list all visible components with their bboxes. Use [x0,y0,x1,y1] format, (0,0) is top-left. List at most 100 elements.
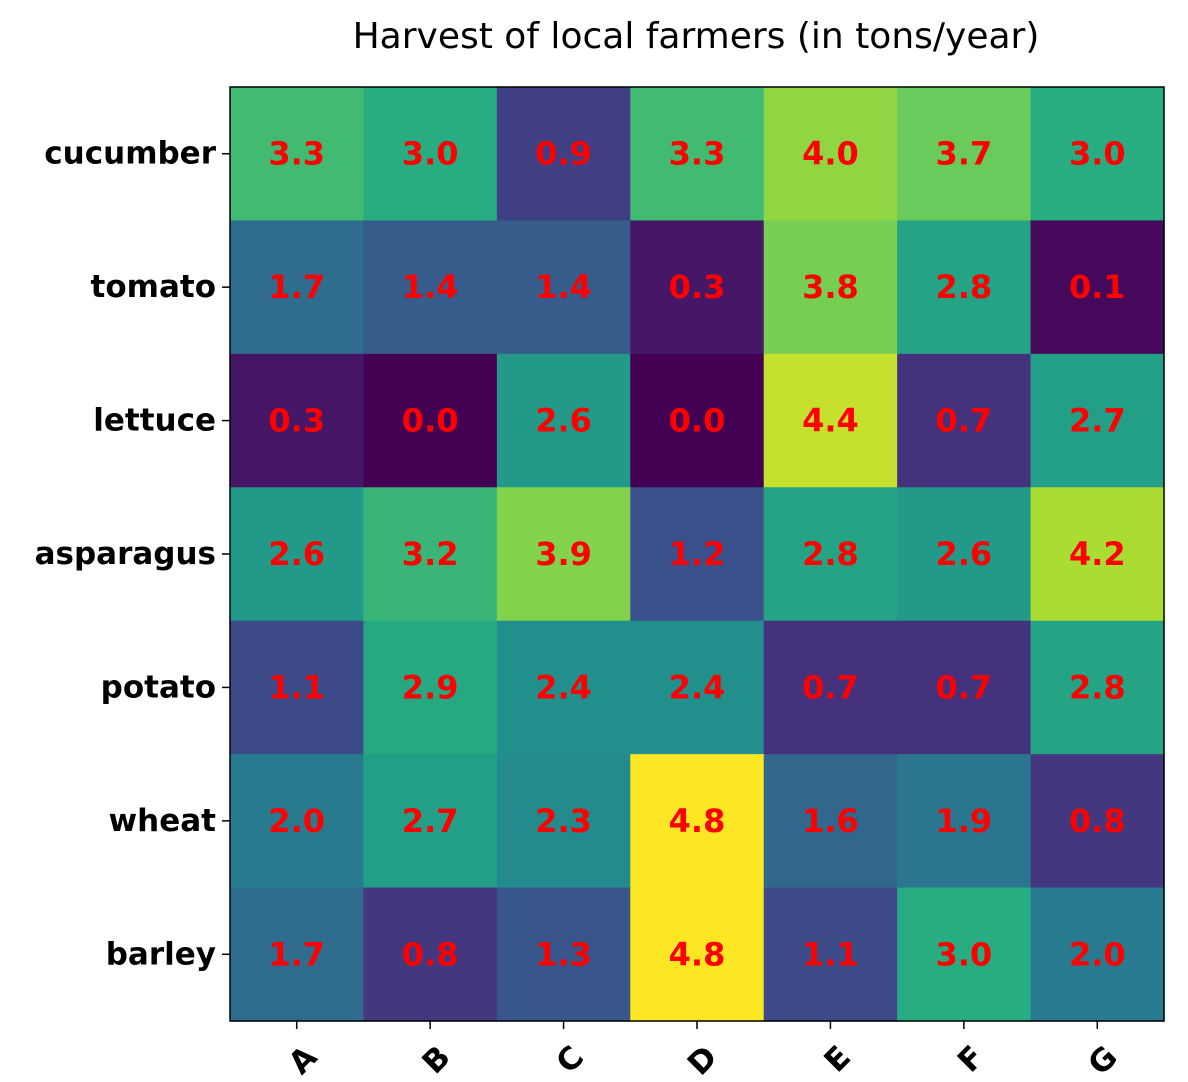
heatmap-cell [897,87,1032,222]
heatmap-cell [630,353,765,488]
cell-value-label: 0.3 [669,268,726,306]
cell-value-label: 4.2 [1069,535,1126,573]
cell-value-label: 2.3 [535,802,592,840]
heatmap-cell [496,620,631,755]
heatmap-cell [763,620,898,755]
cell-value-label: 2.0 [1069,935,1126,973]
heatmap-cell [496,353,631,488]
y-tick-label: wheat [109,803,217,839]
cell-value-label: 3.0 [1069,135,1126,173]
cell-value-label: 1.9 [936,802,993,840]
cell-value-label: 1.1 [802,935,859,973]
heatmap-cell [630,887,765,1022]
heatmap-cell [1030,887,1165,1022]
y-tick-label: lettuce [93,403,216,439]
heatmap-cell [363,887,498,1022]
cell-value-label: 3.2 [402,535,459,573]
heatmap-cell [230,220,365,355]
heatmap-cell [230,353,365,488]
cell-value-label: 1.6 [802,802,859,840]
heatmap-cell [630,87,765,222]
cell-value-label: 0.8 [1069,802,1126,840]
cell-value-label: 3.8 [802,268,859,306]
cell-value-label: 1.7 [268,935,325,973]
heatmap-cell [363,620,498,755]
cell-value-label: 2.9 [402,668,459,706]
y-tick-label: potato [101,669,216,705]
heatmap-cell [230,620,365,755]
cell-value-label: 3.0 [936,935,993,973]
cell-value-label: 1.3 [535,935,592,973]
cell-value-labels: 3.3 3.0 0.9 3.3 4.0 3.7 3.0 1.7 1.4 1.4 0.3 3.8 2.8 0… [268,135,1125,974]
heatmap-cell [897,220,1032,355]
cell-value-label: 0.8 [402,935,459,973]
cell-value-label: 2.4 [669,668,726,706]
x-tick-label: A [282,1039,324,1078]
x-tick-label: F [951,1039,991,1078]
heatmap-cell [763,220,898,355]
cell-value-label: 2.8 [936,268,993,306]
y-tick-label: barley [106,936,216,972]
heatmap-cell [363,754,498,889]
cell-value-label: 4.4 [802,402,859,440]
cell-value-label: 1.7 [268,268,325,306]
cell-value-label: 0.1 [1069,268,1126,306]
cell-value-label: 2.4 [535,668,592,706]
heatmap-cell [496,487,631,622]
cell-value-label: 2.8 [1069,668,1126,706]
heatmap-cell [230,887,365,1022]
heatmap-cell [763,754,898,889]
x-tick-label: G [1081,1039,1124,1078]
cell-value-label: 3.9 [535,535,592,573]
heatmap-cell [230,487,365,622]
cell-value-label: 1.4 [535,268,592,306]
heatmap-cell [630,487,765,622]
cell-value-label: 2.7 [1069,402,1126,440]
heatmap-cell [763,887,898,1022]
cell-value-label: 1.1 [268,668,325,706]
heatmap-cell [363,353,498,488]
heatmap-cell [230,754,365,889]
cell-value-label: 4.8 [669,802,726,840]
heatmap-cell [496,887,631,1022]
cell-value-label: 3.7 [936,135,993,173]
cell-value-label: 4.8 [669,935,726,973]
cell-value-label: 0.3 [268,402,325,440]
cell-value-label: 1.2 [669,535,726,573]
cell-value-label: 0.7 [936,668,993,706]
cell-value-label: 2.6 [268,535,325,573]
heatmap-cell [363,87,498,222]
heatmap-cell [1030,220,1165,355]
cell-value-label: 0.7 [802,668,859,706]
cell-value-label: 2.6 [936,535,993,573]
cell-value-label: 2.0 [268,802,325,840]
heatmap-cell [363,220,498,355]
cell-value-label: 0.0 [402,402,459,440]
heatmap-cell [897,353,1032,488]
heatmap-cell [496,220,631,355]
heatmap-cell [1030,353,1165,488]
heatmap-cells [230,87,1165,1022]
heatmap-cell [630,220,765,355]
cell-value-label: 2.6 [535,402,592,440]
cell-value-label: 0.9 [535,135,592,173]
cell-value-label: 3.3 [669,135,726,173]
heatmap-cell [897,620,1032,755]
y-tick-label: tomato [91,269,216,305]
heatmap-cell [630,620,765,755]
heatmap-cell [897,754,1032,889]
heatmap-cell [1030,620,1165,755]
heatmap-cell [763,487,898,622]
heatmap-cell [363,487,498,622]
heatmap-cell [1030,487,1165,622]
x-axis-ticks: A B C D E F G [282,1021,1125,1082]
cell-value-label: 3.3 [268,135,325,173]
heatmap-cell [763,353,898,488]
x-tick-label: B [415,1039,457,1078]
x-tick-label: E [817,1039,857,1078]
heatmap-cell [230,87,365,222]
heatmap-cell [897,487,1032,622]
x-tick-label: C [550,1039,592,1078]
y-tick-label: asparagus [35,536,216,572]
